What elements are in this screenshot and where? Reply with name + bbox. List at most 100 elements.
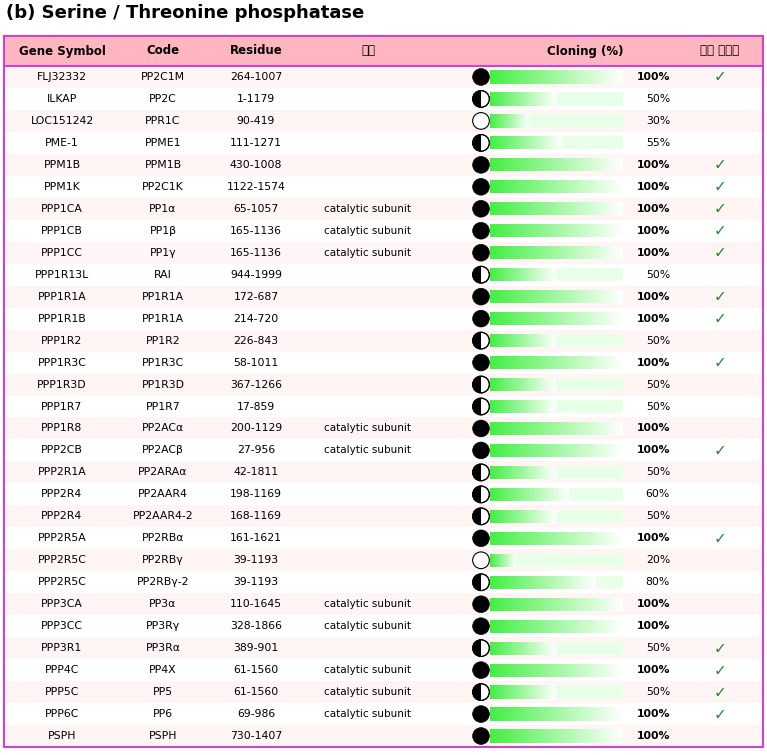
Bar	[519, 356, 520, 369]
Bar	[599, 598, 600, 611]
Bar	[522, 159, 523, 171]
Bar	[533, 707, 534, 720]
Bar	[611, 444, 612, 457]
Bar	[550, 444, 551, 457]
Bar	[529, 290, 530, 304]
Bar	[503, 378, 504, 391]
Bar	[511, 114, 512, 128]
Bar	[549, 224, 550, 237]
Bar	[569, 729, 570, 743]
Bar	[571, 532, 572, 545]
Bar	[494, 246, 495, 259]
Bar	[551, 246, 552, 259]
Bar	[558, 246, 559, 259]
Bar	[577, 664, 578, 676]
Bar	[509, 642, 510, 655]
Bar	[4, 352, 763, 374]
Bar	[560, 664, 561, 676]
Bar	[575, 290, 576, 304]
Bar	[549, 664, 550, 676]
Bar	[615, 532, 616, 545]
Bar	[539, 290, 540, 304]
Bar	[496, 246, 497, 259]
Bar	[560, 312, 561, 325]
Bar	[492, 378, 493, 391]
Bar	[501, 246, 502, 259]
Bar	[491, 92, 492, 106]
Bar	[562, 488, 563, 501]
Bar	[515, 268, 516, 282]
Bar	[510, 664, 511, 676]
Bar	[513, 729, 514, 743]
Bar	[502, 137, 503, 149]
Bar	[543, 356, 544, 369]
Bar	[504, 70, 505, 84]
Bar	[595, 598, 596, 611]
Bar	[552, 707, 553, 720]
Bar	[543, 290, 544, 304]
Bar	[500, 180, 501, 193]
Bar	[507, 180, 508, 193]
Bar	[562, 707, 563, 720]
Bar	[567, 246, 568, 259]
Bar	[527, 510, 528, 523]
Bar	[507, 92, 508, 106]
Circle shape	[472, 156, 489, 173]
Bar	[547, 224, 548, 237]
Bar	[589, 224, 590, 237]
Bar	[532, 466, 533, 479]
Bar	[616, 422, 617, 435]
Bar	[4, 396, 763, 418]
Bar	[508, 664, 509, 676]
Bar	[618, 159, 619, 171]
Bar	[549, 312, 550, 325]
Bar	[525, 510, 526, 523]
Bar	[584, 598, 585, 611]
Bar	[499, 312, 500, 325]
Bar	[585, 202, 586, 215]
Bar	[545, 312, 546, 325]
Bar	[582, 664, 583, 676]
Text: Residue: Residue	[229, 45, 282, 57]
Bar	[572, 312, 573, 325]
Bar	[583, 729, 584, 743]
Bar	[493, 444, 494, 457]
Bar	[547, 488, 548, 501]
Text: PP1R1A: PP1R1A	[142, 313, 184, 324]
Bar	[566, 70, 567, 84]
Bar	[558, 137, 559, 149]
Text: 50%: 50%	[646, 467, 670, 477]
Bar	[509, 598, 510, 611]
Bar	[554, 180, 555, 193]
Bar	[555, 598, 556, 611]
Bar	[598, 422, 599, 435]
Circle shape	[472, 245, 489, 261]
Bar	[527, 180, 528, 193]
Bar	[496, 334, 497, 347]
Bar	[495, 202, 496, 215]
Bar	[617, 246, 618, 259]
Bar	[554, 202, 555, 215]
Bar	[611, 356, 612, 369]
Bar	[573, 180, 574, 193]
Bar	[597, 707, 598, 720]
Bar	[588, 202, 589, 215]
Bar	[519, 532, 520, 545]
Bar	[499, 575, 500, 589]
Bar	[540, 400, 541, 413]
Bar	[4, 725, 763, 747]
Bar	[518, 686, 519, 698]
Bar	[574, 159, 575, 171]
Bar	[505, 466, 506, 479]
Bar	[560, 422, 561, 435]
Bar	[585, 180, 586, 193]
Bar	[508, 70, 509, 84]
Bar	[552, 729, 553, 743]
Bar	[504, 598, 505, 611]
Bar	[581, 290, 582, 304]
Bar	[527, 246, 528, 259]
Bar	[614, 356, 615, 369]
Text: PP6: PP6	[153, 709, 173, 719]
Bar	[516, 378, 517, 391]
Bar	[596, 159, 597, 171]
